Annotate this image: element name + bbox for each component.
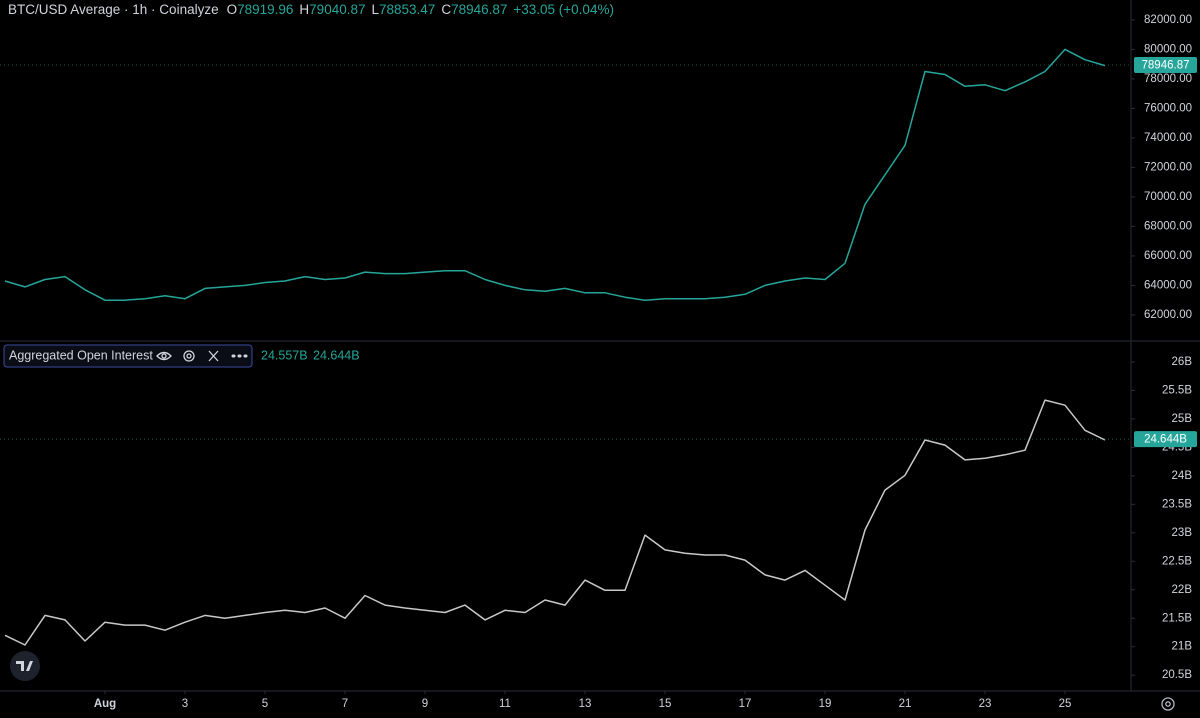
y-tick-label: 26B xyxy=(1172,356,1193,368)
ohlc-label: L xyxy=(371,2,379,17)
legend-value: 24.644B xyxy=(313,348,360,362)
y-tick-label: 25B xyxy=(1172,413,1193,425)
y-tick-label: 76000.00 xyxy=(1144,102,1192,114)
price-change: +33.05 (+0.04%) xyxy=(513,2,614,17)
axis-settings[interactable] xyxy=(1161,697,1175,711)
close-icon[interactable] xyxy=(208,350,219,362)
y-tick-label: 68000.00 xyxy=(1144,220,1192,232)
y-tick-label: 66000.00 xyxy=(1144,250,1192,262)
x-tick-label: 7 xyxy=(342,698,348,710)
y-tick-label: 62000.00 xyxy=(1144,309,1192,321)
x-tick-label: 17 xyxy=(739,698,752,710)
y-tick-label: 64000.00 xyxy=(1144,279,1192,291)
y-tick-label: 80000.00 xyxy=(1144,43,1192,55)
gear-inner xyxy=(1165,701,1171,707)
logo-mark xyxy=(16,661,33,671)
ohlc-value: 79040.87 xyxy=(309,2,365,17)
x-tick-label: 21 xyxy=(899,698,912,710)
last-value-label: 78946.87 xyxy=(1142,59,1190,71)
settings-icon-center xyxy=(186,353,192,359)
gear-outer[interactable] xyxy=(1161,697,1175,711)
y-tick-label: 23.5B xyxy=(1162,498,1192,510)
y-tick-label: 20.5B xyxy=(1162,669,1192,681)
last-value-label: 24.644B xyxy=(1144,434,1187,446)
y-tick-label: 72000.00 xyxy=(1144,161,1192,173)
x-tick-label: 11 xyxy=(499,698,511,710)
x-tick-label: 5 xyxy=(262,698,268,710)
x-tick-label: 23 xyxy=(979,698,992,710)
x-tick-label: 9 xyxy=(422,698,428,710)
x-tick-label: 13 xyxy=(579,698,592,710)
eye-icon[interactable] xyxy=(156,351,172,361)
logo xyxy=(10,651,40,681)
y-tick-label: 22B xyxy=(1172,584,1193,596)
series-line xyxy=(4,48,1106,301)
x-tick-label: Aug xyxy=(94,698,116,710)
ohlc-value: 78946.87 xyxy=(451,2,507,17)
y-tick-label: 70000.00 xyxy=(1144,191,1192,203)
last-value-tag xyxy=(1134,56,1197,73)
chart-title: BTC/USD Average · 1h · Coinalyze xyxy=(8,2,219,17)
last-value-tag xyxy=(1134,431,1197,448)
x-tick-label: 15 xyxy=(659,698,672,710)
y-tick-label: 82000.00 xyxy=(1144,14,1192,26)
x-tick-label: 19 xyxy=(819,698,832,710)
indicator-title: Aggregated Open Interest xyxy=(9,348,153,362)
logo-circle xyxy=(10,651,40,681)
indicator-legend[interactable]: Aggregated Open Interest xyxy=(3,344,253,368)
x-tick-label: 25 xyxy=(1059,698,1072,710)
x-tick-label: 3 xyxy=(182,698,188,710)
ohlc-label: O xyxy=(227,2,238,17)
y-tick-label: 74000.00 xyxy=(1144,132,1192,144)
series-line xyxy=(4,399,1106,646)
chart-header: BTC/USD Average · 1h · Coinalyze O78919.9… xyxy=(8,2,614,17)
y-tick-label: 78000.00 xyxy=(1144,73,1192,85)
y-tick-label: 24B xyxy=(1172,470,1193,482)
ohlc-value: 78919.96 xyxy=(237,2,293,17)
ohlc-label: C xyxy=(441,2,451,17)
y-tick-label: 23B xyxy=(1172,527,1193,539)
ohlc-value: 78853.47 xyxy=(379,2,435,17)
settings-icon[interactable] xyxy=(183,350,195,362)
y-tick-label: 22.5B xyxy=(1162,555,1192,567)
y-tick-label: 21.5B xyxy=(1162,612,1192,624)
legend-value: 24.557B xyxy=(261,348,308,362)
ohlc-label: H xyxy=(299,2,309,17)
y-tick-label: 21B xyxy=(1172,641,1193,653)
y-tick-label: 25.5B xyxy=(1162,384,1192,396)
legend-icons[interactable] xyxy=(156,350,248,362)
